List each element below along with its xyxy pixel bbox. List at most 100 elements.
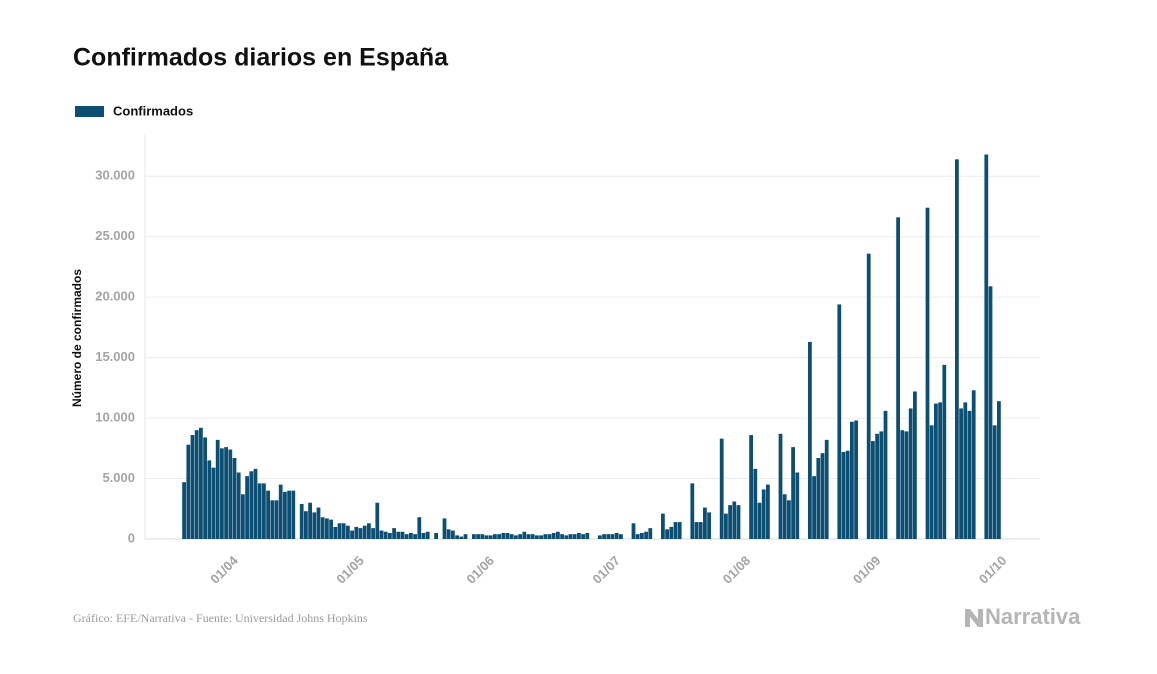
bar: [963, 402, 968, 539]
bar: [484, 535, 489, 539]
bar: [913, 391, 917, 539]
bar: [728, 505, 732, 539]
bar: [904, 431, 909, 539]
bar: [837, 304, 842, 539]
bar: [270, 500, 275, 539]
bar: [816, 457, 821, 539]
bar: [409, 532, 413, 539]
y-tick-label: 25.000: [95, 228, 135, 243]
bar: [568, 534, 573, 539]
bar: [757, 502, 762, 539]
bar: [585, 532, 590, 539]
bar: [850, 421, 854, 539]
bar: [526, 534, 531, 539]
bar: [274, 500, 279, 539]
bar: [299, 503, 304, 539]
bar: [929, 425, 934, 539]
bar: [522, 531, 527, 539]
bar: [841, 451, 846, 539]
bar: [547, 534, 552, 539]
bar: [278, 484, 283, 539]
y-tick-label: 15.000: [95, 349, 135, 364]
bar: [732, 501, 737, 539]
bar: [543, 534, 548, 539]
bar: [501, 532, 506, 539]
bar: [707, 512, 711, 539]
bar: [560, 534, 564, 539]
bar: [938, 402, 942, 539]
bar: [614, 532, 619, 539]
x-tick-label: 01/06: [463, 553, 497, 587]
x-tick-label: 01/08: [720, 553, 754, 587]
bar: [992, 425, 997, 539]
bar: [669, 526, 674, 539]
bar: [530, 534, 535, 539]
bar: [812, 476, 816, 539]
bar: [320, 517, 325, 539]
bar: [236, 472, 241, 539]
bar: [619, 534, 623, 539]
bar: [249, 471, 254, 539]
bar: [690, 483, 695, 539]
bar: [316, 507, 321, 539]
bar: [698, 522, 703, 539]
bar: [606, 534, 611, 539]
bar: [824, 439, 829, 539]
bar: [291, 490, 296, 539]
bar: [896, 217, 900, 539]
bar: [350, 530, 354, 539]
bar: [509, 534, 514, 539]
bar: [640, 532, 644, 539]
bar: [396, 531, 401, 539]
bar: [207, 460, 212, 539]
bar: [925, 207, 930, 539]
bar: [434, 532, 438, 539]
bar: [673, 522, 678, 539]
bar: [724, 513, 728, 539]
bar: [472, 534, 476, 539]
bar: [610, 534, 615, 539]
bar: [677, 522, 682, 539]
x-tick-label: 01/04: [207, 552, 241, 586]
bar: [341, 523, 346, 539]
bar: [703, 507, 707, 539]
bar: [934, 403, 938, 539]
bar: [631, 523, 636, 539]
bar: [392, 528, 396, 539]
bar: [283, 491, 287, 539]
bar: [451, 530, 455, 539]
brand-logo: Narrativa: [965, 604, 1081, 629]
bar: [598, 535, 602, 539]
bar: [766, 484, 770, 539]
bar: [577, 532, 581, 539]
bar: [791, 447, 795, 539]
bar: [224, 447, 228, 539]
bar: [782, 494, 787, 539]
bar: [358, 528, 363, 539]
bar: [635, 534, 640, 539]
x-tick-label: 01/07: [589, 553, 623, 587]
bar: [908, 408, 913, 539]
bar: [400, 531, 405, 539]
bar: [421, 532, 426, 539]
bar: [312, 512, 317, 539]
bar: [648, 528, 653, 539]
bar: [854, 420, 858, 539]
bar: [304, 511, 308, 539]
bar: [988, 286, 993, 539]
bar: [749, 435, 753, 539]
bar: [186, 444, 191, 539]
y-tick-label: 30.000: [95, 168, 135, 183]
bar: [266, 490, 270, 539]
bar: [644, 531, 648, 539]
y-tick-label: 5.000: [102, 470, 135, 485]
bar: [413, 534, 417, 539]
bar: [694, 522, 699, 539]
bar: [535, 535, 539, 539]
bar: [514, 535, 518, 539]
bar: [404, 534, 409, 539]
bar: [488, 535, 493, 539]
bar: [228, 449, 233, 539]
x-tick-label: 01/09: [850, 553, 884, 587]
bar: [215, 439, 220, 539]
